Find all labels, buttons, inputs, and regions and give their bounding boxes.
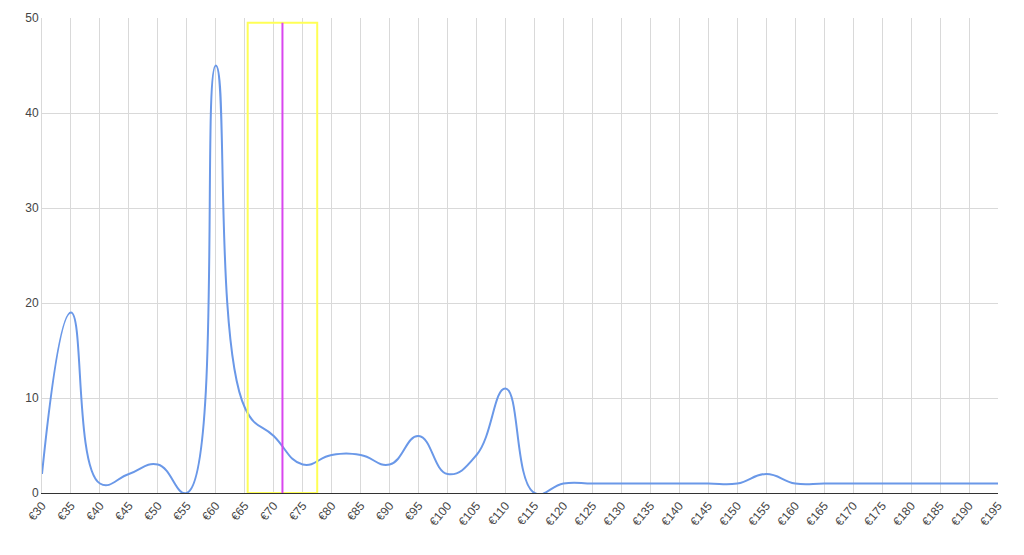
svg-text:€65: €65 <box>228 499 252 524</box>
svg-text:€30: €30 <box>25 499 49 524</box>
svg-text:€135: €135 <box>629 499 657 529</box>
svg-text:€130: €130 <box>600 499 628 529</box>
svg-text:10: 10 <box>25 391 39 405</box>
svg-text:€95: €95 <box>402 499 426 524</box>
svg-text:€85: €85 <box>344 499 368 524</box>
svg-text:20: 20 <box>25 296 39 310</box>
svg-text:€165: €165 <box>803 499 831 529</box>
svg-text:€70: €70 <box>257 499 281 524</box>
svg-text:€120: €120 <box>542 499 570 529</box>
svg-text:0: 0 <box>32 486 39 500</box>
svg-text:€75: €75 <box>286 499 310 524</box>
svg-text:€195: €195 <box>977 499 1005 529</box>
svg-text:€35: €35 <box>54 499 78 524</box>
svg-text:€185: €185 <box>919 499 947 529</box>
svg-text:€80: €80 <box>315 499 339 524</box>
svg-text:€40: €40 <box>83 499 107 524</box>
svg-text:€160: €160 <box>774 499 802 529</box>
svg-text:€150: €150 <box>716 499 744 529</box>
svg-text:€175: €175 <box>861 499 889 529</box>
svg-text:€140: €140 <box>658 499 686 529</box>
svg-text:€45: €45 <box>112 499 136 524</box>
svg-text:€180: €180 <box>890 499 918 529</box>
svg-text:€170: €170 <box>832 499 860 529</box>
svg-text:50: 50 <box>25 11 39 25</box>
svg-text:€125: €125 <box>571 499 599 529</box>
svg-text:30: 30 <box>25 201 39 215</box>
svg-text:€105: €105 <box>456 499 484 529</box>
svg-text:€145: €145 <box>687 499 715 529</box>
svg-text:€50: €50 <box>141 499 165 524</box>
svg-text:€155: €155 <box>745 499 773 529</box>
svg-text:€100: €100 <box>427 499 455 529</box>
svg-text:€190: €190 <box>948 499 976 529</box>
svg-text:€55: €55 <box>170 499 194 524</box>
svg-text:€90: €90 <box>373 499 397 524</box>
svg-text:40: 40 <box>25 106 39 120</box>
svg-text:€115: €115 <box>514 499 542 528</box>
svg-text:€60: €60 <box>199 499 223 524</box>
svg-text:€110: €110 <box>485 499 513 528</box>
